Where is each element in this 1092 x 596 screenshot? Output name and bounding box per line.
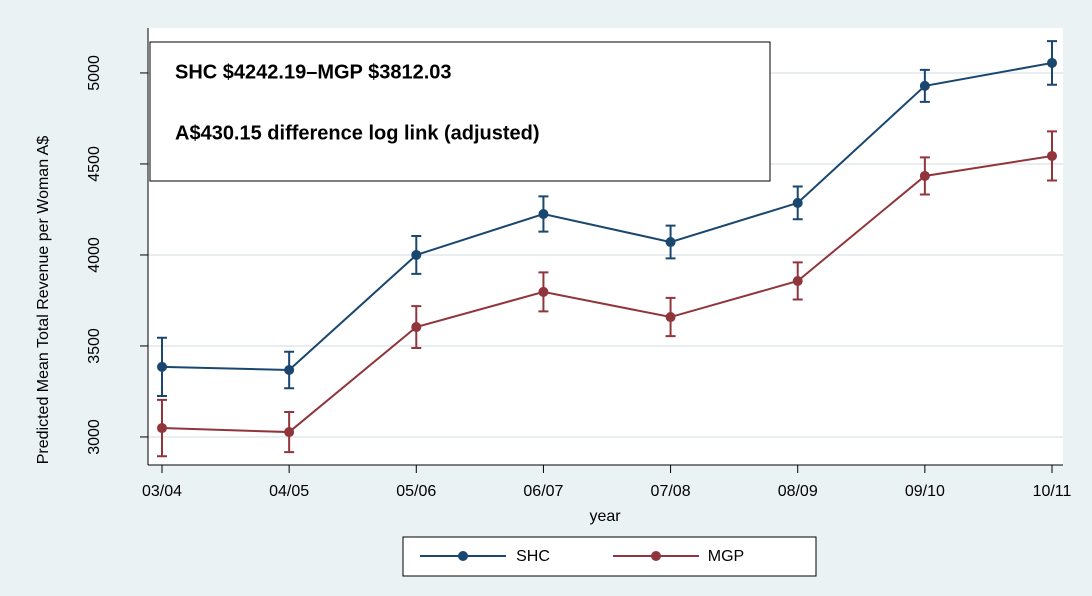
y-tick-label: 3000 — [86, 419, 103, 455]
legend-label: SHC — [516, 548, 550, 565]
point — [792, 275, 803, 286]
x-tick-label: 07/08 — [651, 483, 691, 500]
point — [157, 361, 167, 372]
x-tick-label: 08/09 — [778, 483, 818, 500]
point — [919, 80, 930, 91]
point — [157, 423, 167, 434]
point — [792, 197, 803, 208]
x-tick-label: 04/05 — [269, 483, 309, 500]
series-line — [161, 154, 1053, 434]
legend-marker — [458, 551, 468, 561]
annotation: SHC $4242.19–MGP $3812.03 — [175, 61, 452, 83]
y-tick-label: 5000 — [86, 55, 103, 91]
point — [1047, 57, 1057, 68]
point — [665, 312, 676, 323]
y-tick-label: 4000 — [86, 237, 103, 273]
point — [919, 170, 930, 181]
x-tick-label: 05/06 — [396, 483, 436, 500]
point — [411, 322, 422, 333]
x-tick-label: 10/11 — [1033, 483, 1072, 500]
y-tick-label: 4500 — [86, 146, 103, 182]
point — [538, 286, 549, 297]
annotation: A$430.15 difference log link (adjusted) — [175, 122, 540, 144]
x-tick-label: 03/04 — [142, 483, 182, 500]
legend-marker — [651, 551, 661, 561]
x-tick-label: 09/10 — [905, 483, 945, 500]
annotation-box — [149, 41, 771, 182]
point — [538, 209, 549, 220]
y-axis-label: Predicted Mean Total Revenue per Woman A… — [35, 136, 52, 465]
point — [284, 364, 295, 375]
y-tick-label: 3500 — [86, 328, 103, 364]
series-line — [161, 61, 1053, 372]
point — [411, 249, 422, 260]
x-tick-label: 06/07 — [523, 483, 563, 500]
point — [284, 427, 295, 438]
x-axis-label: year — [589, 508, 621, 525]
point — [665, 237, 676, 248]
point — [1047, 150, 1057, 161]
legend-label: MGP — [708, 548, 744, 565]
